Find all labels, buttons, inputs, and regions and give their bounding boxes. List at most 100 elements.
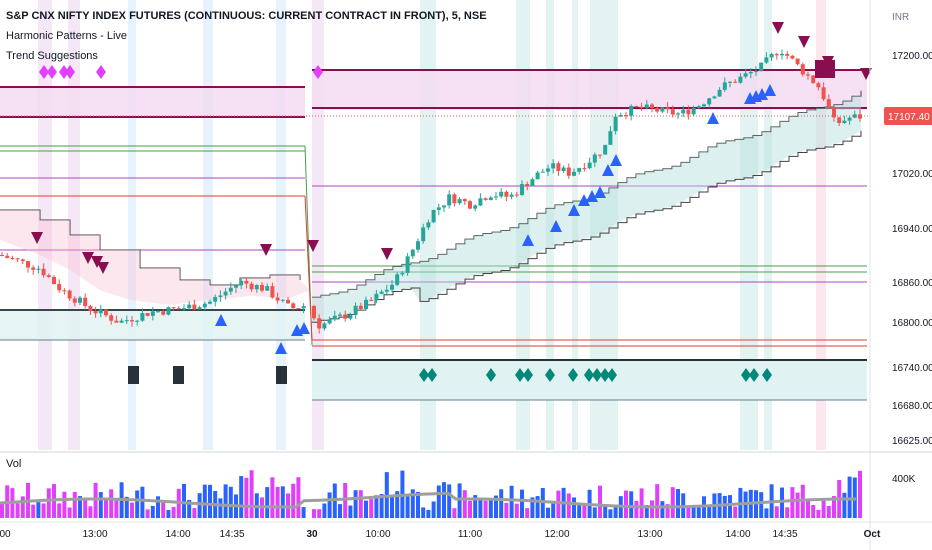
exit-marker-block <box>815 60 835 78</box>
candle-body-41 <box>213 297 218 302</box>
volume-bar-96 <box>504 502 509 518</box>
candle-body-86 <box>452 194 457 204</box>
session-band-4 <box>276 0 286 450</box>
candle-body-126 <box>660 107 665 112</box>
candle-body-139 <box>728 81 732 83</box>
candle-body-150 <box>785 53 790 56</box>
target-marker-9 <box>600 368 610 382</box>
target-marker-10 <box>607 368 617 382</box>
session-band-12 <box>764 0 772 450</box>
candle-body-122 <box>639 106 644 108</box>
volume-bar-84 <box>442 482 446 518</box>
x-tick-label-0: 00 <box>0 529 11 540</box>
harmonic-zone-right <box>312 70 867 110</box>
candle-body-16 <box>83 297 88 307</box>
sell-signal-10 <box>860 68 872 80</box>
candle-body-8 <box>41 268 46 276</box>
volume-bar-127 <box>665 504 670 518</box>
candle-body-45 <box>234 285 238 288</box>
volume-bar-39 <box>202 484 207 518</box>
volume-bar-82 <box>431 501 436 518</box>
candle-body-113 <box>592 154 597 163</box>
candle-body-163 <box>852 114 857 118</box>
candle-body-104 <box>546 168 550 172</box>
currency-label: INR <box>892 12 909 23</box>
candle-body-30 <box>156 311 160 313</box>
volume-bar-156 <box>816 509 821 518</box>
candle-body-20 <box>104 309 108 316</box>
candle-body-15 <box>78 297 82 303</box>
candle-body-31 <box>161 311 166 315</box>
symbol-title[interactable]: S&P CNX NIFTY INDEX FUTURES (CONTINUOUS:… <box>6 10 487 22</box>
volume-bar-162 <box>847 476 852 518</box>
candle-body-36 <box>187 304 192 309</box>
candle-body-158 <box>826 99 831 108</box>
candle-body-56 <box>291 303 296 309</box>
volume-bar-117 <box>613 506 618 518</box>
indicator-harmonic-patterns[interactable]: Harmonic Patterns - Live <box>6 30 128 42</box>
candle-body-84 <box>442 205 446 208</box>
volume-bar-98 <box>514 503 519 518</box>
x-tick-label-6: 11:00 <box>458 529 483 540</box>
volume-bar-80 <box>421 507 426 518</box>
candle-body-65 <box>343 314 348 319</box>
candle-body-79 <box>416 241 420 250</box>
volume-bar-26 <box>135 490 140 518</box>
volume-label[interactable]: Vol <box>6 458 22 470</box>
volume-bar-57 <box>296 477 301 518</box>
buy-signal-16 <box>610 154 622 166</box>
candle-body-94 <box>494 196 498 198</box>
volume-bar-109 <box>572 497 576 518</box>
candle-body-48 <box>249 283 254 290</box>
volume-bar-30 <box>156 496 160 518</box>
volume-bar-129 <box>676 488 680 518</box>
volume-bar-8 <box>41 503 46 518</box>
volume-moving-average <box>0 491 857 509</box>
x-tick-label-8: 13:00 <box>637 529 662 540</box>
candle-body-2 <box>10 257 15 259</box>
volume-bar-135 <box>707 505 712 518</box>
sell-signal-4 <box>260 244 272 256</box>
candle-body-17 <box>88 306 93 312</box>
candle-body-107 <box>561 167 566 172</box>
candle-body-105 <box>551 163 556 169</box>
buy-signal-9 <box>594 186 606 198</box>
indicator-trend-suggestions[interactable]: Trend Suggestions <box>6 50 98 62</box>
candle-body-134 <box>702 104 706 107</box>
candle-body-85 <box>447 194 452 206</box>
volume-bar-88 <box>462 490 467 518</box>
candle-body-28 <box>145 313 150 316</box>
sell-signal-0 <box>31 232 43 244</box>
volume-bar-85 <box>447 484 452 518</box>
candle-body-148 <box>774 54 779 56</box>
candle-body-44 <box>228 287 233 292</box>
volume-bar-24 <box>124 496 129 518</box>
volume-bar-89 <box>468 500 472 518</box>
candle-body-26 <box>135 320 140 322</box>
harmonic-marker-5 <box>313 65 323 79</box>
volume-bar-22 <box>114 499 119 518</box>
candle-body-106 <box>556 163 561 172</box>
volume-bar-75 <box>395 491 400 518</box>
target-marker-13 <box>762 368 772 382</box>
trend-fill-right <box>312 90 861 323</box>
volume-bar-111 <box>582 503 587 518</box>
candle-body-68 <box>358 305 363 309</box>
candle-body-42 <box>218 295 223 298</box>
volume-bar-108 <box>566 493 571 518</box>
y-tick-label-5: 16740.00 <box>892 363 932 374</box>
x-tick-label-7: 12:00 <box>544 529 569 540</box>
volume-bar-43 <box>223 484 228 518</box>
volume-bar-152 <box>795 492 800 518</box>
volume-bar-68 <box>358 490 363 518</box>
candle-body-151 <box>790 55 795 59</box>
volume-bar-53 <box>275 486 280 518</box>
volume-bar-62 <box>327 492 332 518</box>
stop-marker-1 <box>173 366 184 384</box>
candle-body-77 <box>405 256 410 273</box>
x-tick-label-2: 14:00 <box>165 529 190 540</box>
candle-body-129 <box>676 113 680 115</box>
volume-bar-115 <box>603 504 608 518</box>
